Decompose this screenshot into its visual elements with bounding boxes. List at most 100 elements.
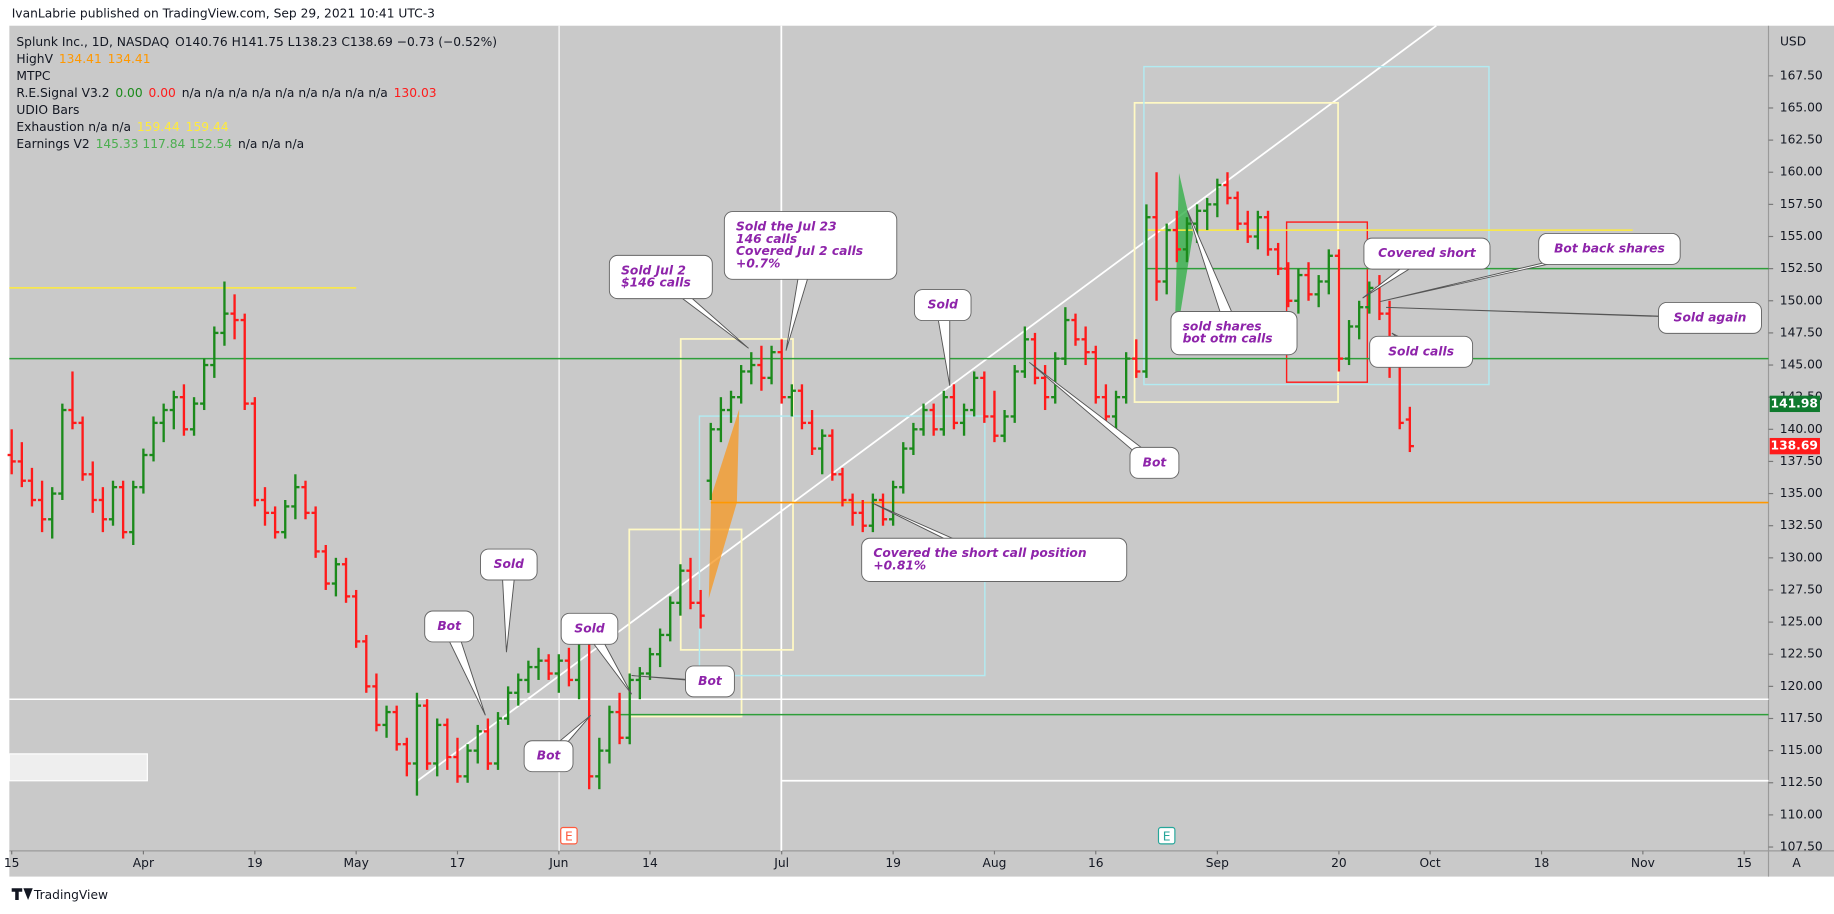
callout-pointer <box>1186 210 1242 334</box>
y-tick-label: 167.50 <box>1780 68 1823 82</box>
legend-item: HighV <box>16 52 53 66</box>
x-tick-label: 15 <box>4 856 20 870</box>
callout <box>913 289 972 322</box>
y-tick-label: 157.50 <box>1780 197 1823 211</box>
price-label: 138.69 <box>1771 439 1818 453</box>
y-tick-label: 160.00 <box>1780 165 1823 179</box>
trend-line <box>417 25 1437 782</box>
y-tick-label: 147.50 <box>1780 325 1823 339</box>
legend-line: UDIO Bars <box>16 102 79 116</box>
callout <box>1170 311 1298 356</box>
price-label-box <box>1769 395 1820 413</box>
y-tick-label: 107.50 <box>1780 840 1823 854</box>
x-tick-label: 18 <box>1534 856 1550 870</box>
legend-item: 0.00 <box>115 85 142 99</box>
callout-text: Covered the short call position <box>873 546 1086 560</box>
y-tick-label: 135.00 <box>1780 486 1823 500</box>
x-tick-label: Sep <box>1206 856 1229 870</box>
plot-area <box>9 25 1769 851</box>
legend-item: 134.41 <box>59 52 102 66</box>
callout-text: Bot back shares <box>1554 241 1665 255</box>
legend-line: MTPC <box>16 68 50 82</box>
drawing-box <box>628 528 743 718</box>
event-label: E <box>565 829 573 843</box>
callout-text: $146 calls <box>621 276 691 290</box>
legend-item: 159.44 <box>186 119 229 133</box>
callout-pointer <box>441 626 486 716</box>
callout <box>1658 301 1762 334</box>
x-tick-label: May <box>343 856 368 870</box>
y-tick-label: 165.00 <box>1780 100 1823 114</box>
y-tick-label: 130.00 <box>1780 550 1823 564</box>
x-tick-label: 19 <box>247 856 263 870</box>
y-tick-label: 122.50 <box>1780 647 1823 661</box>
x-tick-label: Oct <box>1419 856 1440 870</box>
y-tick-label: 115.00 <box>1780 743 1823 757</box>
brand-logo <box>11 888 33 900</box>
y-tick-label: 145.00 <box>1780 358 1823 372</box>
x-tick-label: Apr <box>133 856 155 870</box>
legend-item: 0.00 <box>149 85 176 99</box>
drawing-box <box>1143 65 1490 386</box>
legend-line: HighV 134.41 134.41 <box>16 52 150 66</box>
callout <box>480 548 538 581</box>
x-tick-label: 16 <box>1088 856 1104 870</box>
callout <box>523 740 574 773</box>
callout <box>1538 232 1681 265</box>
x-tick-label: 20 <box>1331 856 1347 870</box>
y-tick-label: 125.00 <box>1780 615 1823 629</box>
legend-item: 130.03 <box>394 85 437 99</box>
callout-text: 146 calls <box>736 232 797 246</box>
callout-text: Sold the Jul 23 <box>736 220 837 234</box>
callout-pointer <box>1386 306 1718 319</box>
legend-line: Splunk Inc., 1D, NASDAQ O140.76 H141.75 L… <box>16 35 497 49</box>
price-label: 141.98 <box>1771 396 1818 410</box>
x-tick-label: 15 <box>1736 856 1752 870</box>
callout-text: Sold <box>928 298 958 312</box>
auto-scale: A <box>1792 856 1801 870</box>
callout-pointer <box>582 628 633 695</box>
callout-text: Covered short <box>1378 246 1477 260</box>
y-tick-label: 150.00 <box>1780 293 1823 307</box>
event-marker <box>560 826 578 845</box>
callout-text: Sold <box>494 557 524 571</box>
y-tick-label: 137.50 <box>1780 454 1823 468</box>
callout-text: Bot <box>437 619 462 633</box>
drawing-box <box>1285 221 1369 383</box>
x-tick-label: Nov <box>1631 856 1655 870</box>
callout-text: Bot <box>698 674 723 688</box>
legend-item: Earnings V2 <box>16 136 89 150</box>
x-tick-label: 17 <box>450 856 466 870</box>
callout-pointer <box>1028 361 1162 464</box>
callout <box>1363 237 1491 270</box>
callout <box>861 537 1128 582</box>
legend-item: 159.44 <box>137 119 180 133</box>
legend-item: O140.76 H141.75 L138.23 C138.69 −0.73 (−… <box>175 35 497 49</box>
callout-text: sold shares <box>1183 319 1262 333</box>
time-axis <box>9 850 1834 877</box>
event-marker <box>1157 826 1176 845</box>
y-tick-label: 162.50 <box>1780 133 1823 147</box>
legend-item: n/a n/a n/a n/a n/a n/a n/a n/a n/a <box>182 85 388 99</box>
callout-text: bot otm calls <box>1183 332 1273 346</box>
callout-pointer <box>501 564 517 653</box>
legend-line: Exhaustion n/a n/a 159.44 159.44 <box>16 119 228 133</box>
chart-layer: 107.50 110.00 112.50 115.00 117.50 120.00 122.… <box>4 68 1823 870</box>
input-box <box>8 753 148 782</box>
brand: TradingView <box>33 888 108 902</box>
legend-item: R.E.Signal V3.2 <box>16 85 109 99</box>
callout-text: Bot <box>1143 455 1168 469</box>
callout-pointer <box>935 304 951 386</box>
legend-item: Exhaustion n/a n/a <box>16 119 131 133</box>
y-tick-label: 140.00 <box>1780 422 1823 436</box>
callout <box>608 254 713 300</box>
callout-text: Sold Jul 2 <box>621 263 686 277</box>
callout <box>1129 446 1180 479</box>
x-tick-label: Jul <box>773 856 789 870</box>
legend-item: 145.33 117.84 152.54 <box>96 136 233 150</box>
callout <box>685 665 735 698</box>
legend-item: n/a n/a n/a <box>238 136 304 150</box>
x-tick-label: 14 <box>642 856 658 870</box>
